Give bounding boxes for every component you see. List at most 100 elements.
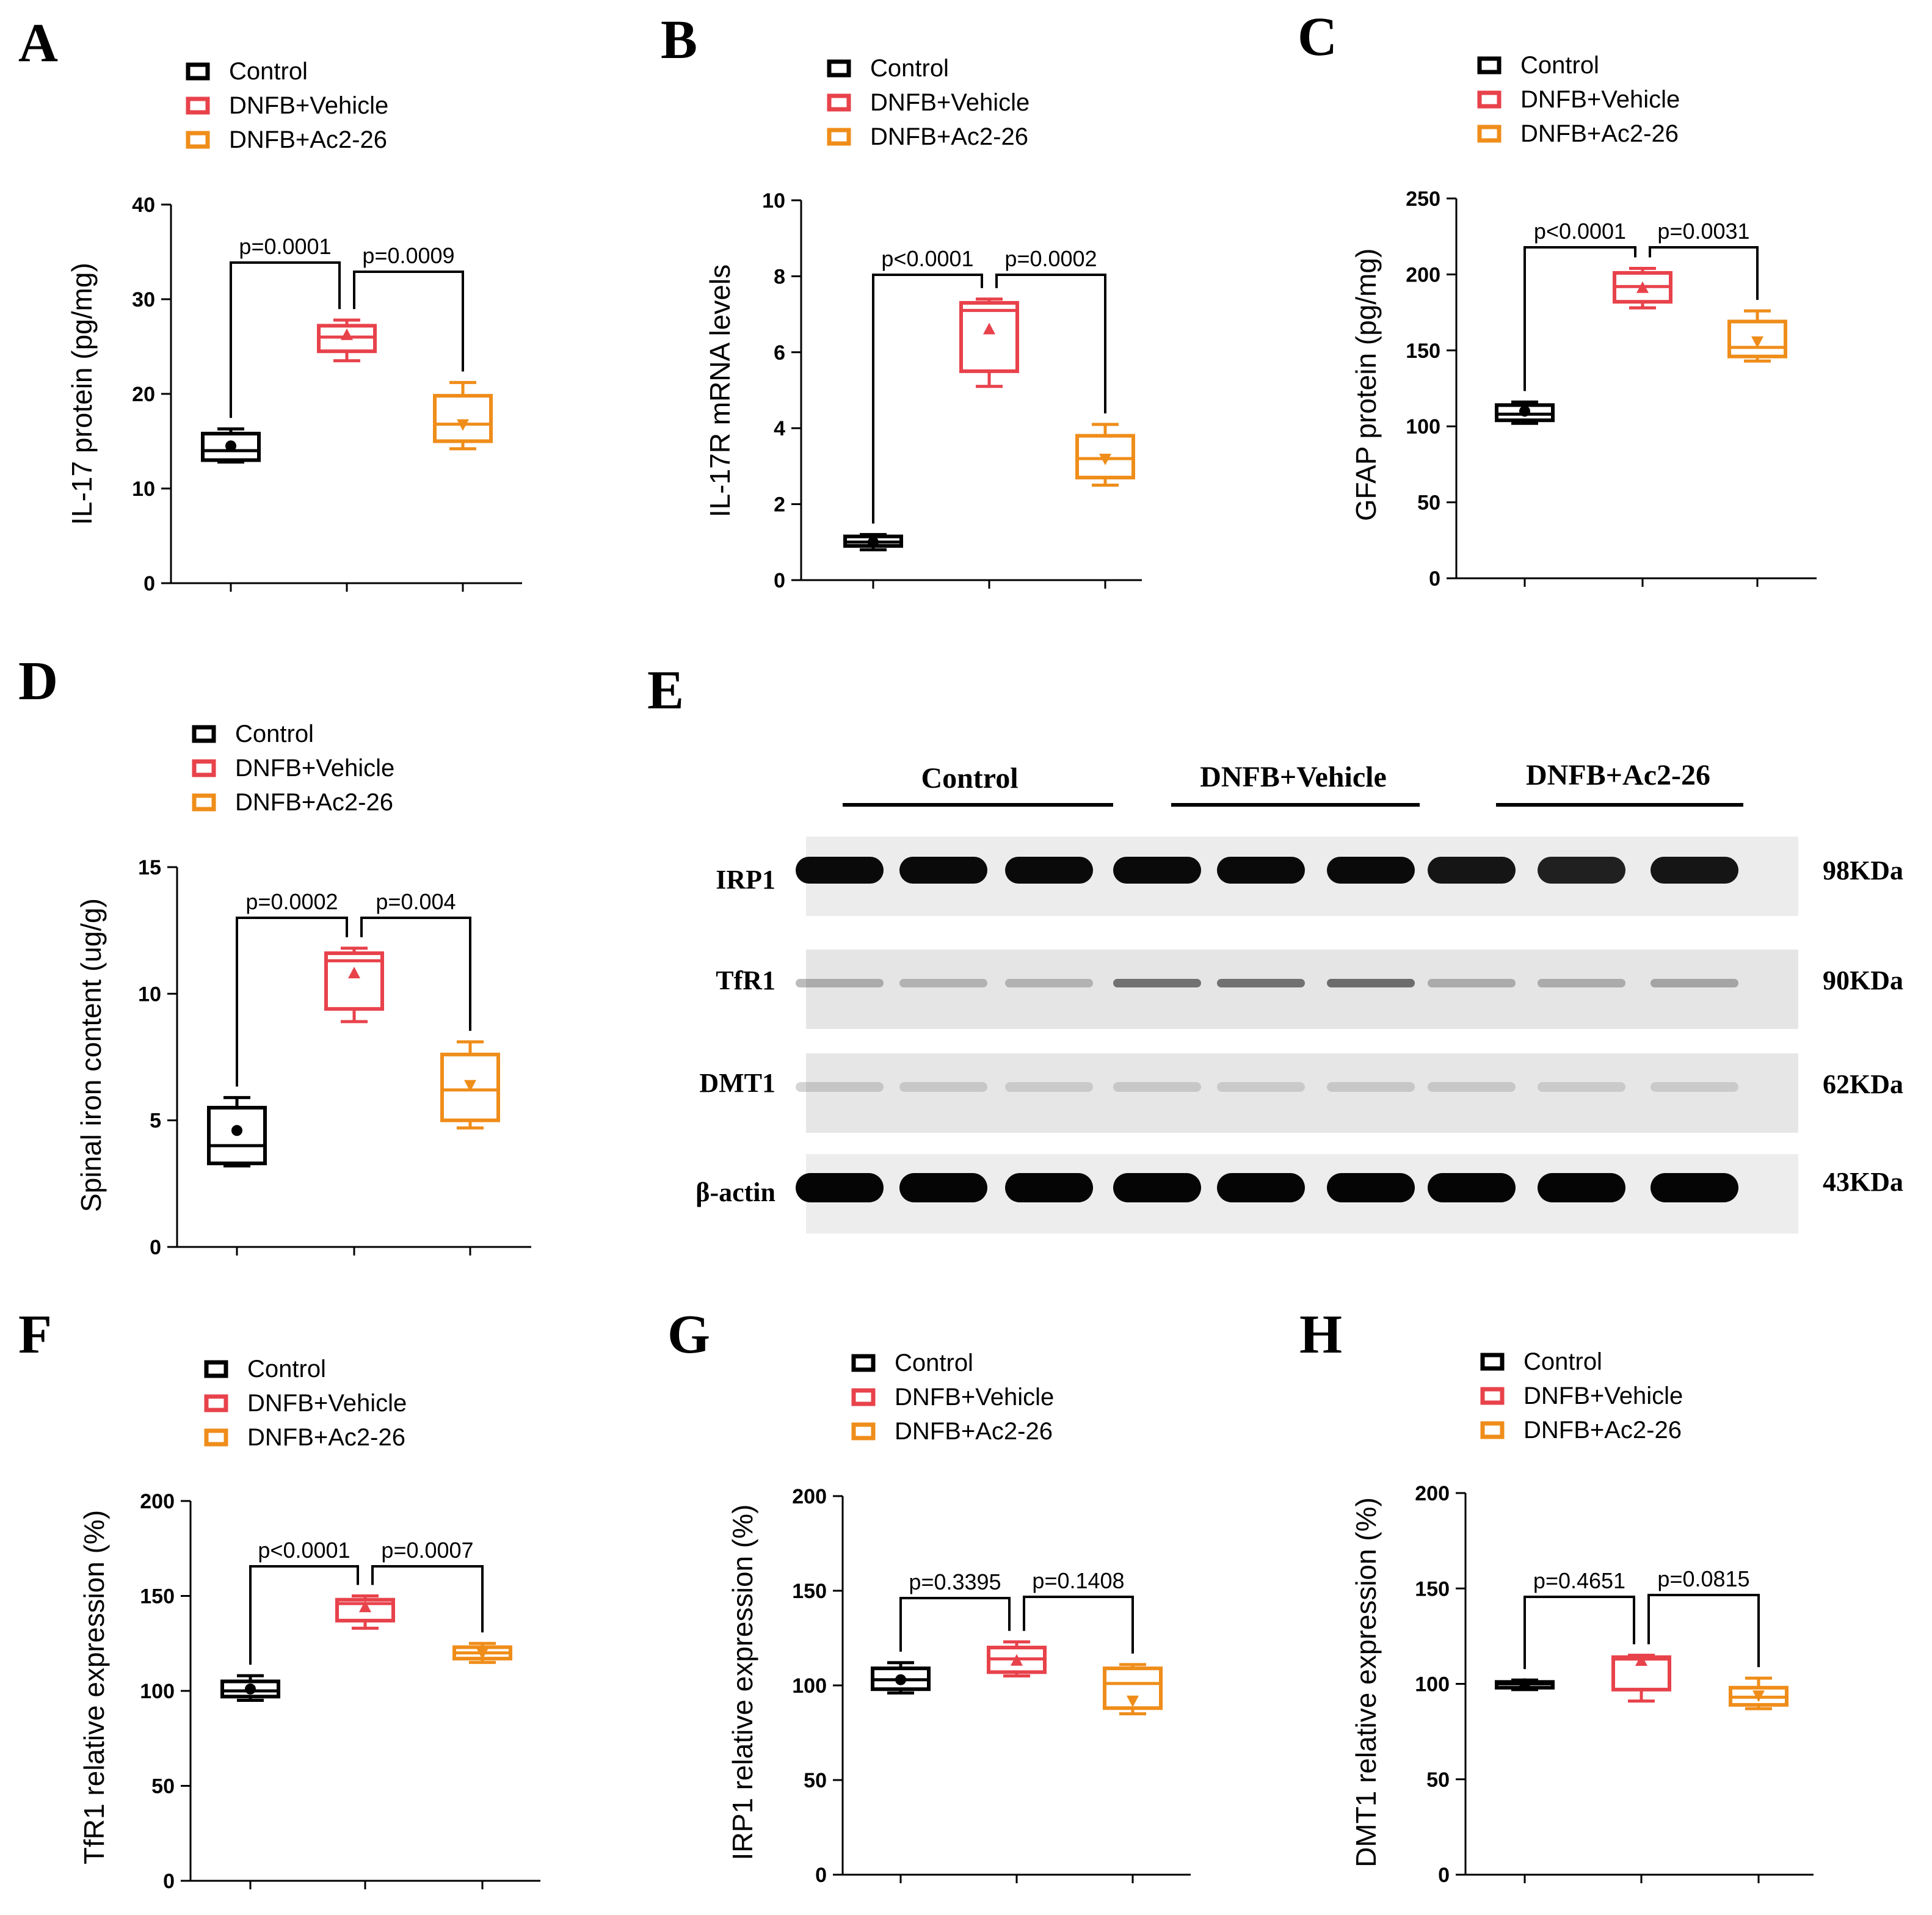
blot-band-8 [1651, 979, 1738, 987]
legend-swatch-0 [1480, 1353, 1505, 1371]
panel-letter: A [18, 13, 58, 73]
y-tick-label: 200 [792, 1485, 827, 1508]
legend: Control DNFB+Vehicle DNFB+Ac2-26 [1477, 52, 1680, 147]
legend-swatch-2 [851, 1422, 876, 1441]
legend-swatch-0 [827, 59, 851, 78]
box-1 [959, 297, 1019, 388]
blot-group-title-1: DNFB+Vehicle [1200, 761, 1387, 793]
p-value-label-1: p=0.004 [376, 889, 456, 914]
panel-letter: H [1299, 1304, 1342, 1365]
legend-swatch-0 [186, 62, 210, 81]
western-blot-panel: E Control DNFB+Vehicle DNFB+Ac2-26 IRP1 98KDa… [647, 660, 1903, 1234]
legend-swatch-1 [1477, 90, 1502, 109]
legend-swatch-2 [186, 131, 210, 149]
box-2 [1729, 1676, 1789, 1710]
p-value-label-0: p<0.0001 [881, 246, 973, 271]
y-tick-label: 150 [1406, 340, 1440, 363]
chart-panel-G: G Control DNFB+Vehicle DNFB+Ac2-26 0 50 100 150… [667, 1304, 1191, 1887]
box-2 [433, 380, 493, 451]
mean-marker [476, 1648, 488, 1660]
y-axis-label: DMT1 relative expression (%) [1350, 1497, 1382, 1867]
legend-label-0: Control [235, 721, 314, 747]
legend: Control DNFB+Vehicle DNFB+Ac2-26 [186, 58, 388, 153]
legend-label-2: DNFB+Ac2-26 [1520, 120, 1679, 147]
p-value-label-1: p=0.0009 [362, 243, 454, 268]
blot-band-0 [796, 857, 884, 884]
chart-panel-F: F Control DNFB+Vehicle DNFB+Ac2-26 0 50 100 150… [18, 1304, 540, 1893]
legend-swatch-0 [192, 725, 216, 743]
legend-swatch-2 [192, 793, 216, 812]
p-value-label-1: p=0.1408 [1032, 1568, 1124, 1593]
y-tick-label: 0 [1438, 1864, 1450, 1887]
y-tick-label: 20 [132, 383, 155, 406]
box-2 [452, 1641, 512, 1664]
blot-band-1 [899, 1173, 987, 1202]
blot-row-label: TfR1 [716, 965, 775, 995]
legend-label-2: DNFB+Ac2-26 [229, 126, 387, 153]
legend-swatch-1 [204, 1394, 228, 1412]
p-value-label-1: p=0.0002 [1004, 246, 1097, 271]
significance-bracket-0 [872, 274, 983, 524]
significance-bracket-0 [899, 1597, 1011, 1652]
legend-label-1: DNFB+Vehicle [247, 1390, 407, 1417]
y-tick-label: 0 [774, 569, 785, 592]
box-2 [1103, 1663, 1163, 1715]
box-1 [335, 1594, 395, 1630]
blot-band-7 [1538, 979, 1625, 987]
legend-label-2: DNFB+Ac2-26 [235, 789, 393, 816]
mean-marker [1635, 1654, 1647, 1666]
p-value-label-0: p<0.0001 [258, 1538, 350, 1563]
mean-marker [895, 1674, 906, 1685]
significance-bracket-1 [995, 274, 1106, 413]
y-axis-label: IL-17R mRNA levels [704, 264, 736, 517]
blot-band-6 [1428, 1173, 1516, 1202]
mean-marker [1751, 336, 1763, 348]
significance-bracket-0 [1523, 1596, 1635, 1670]
chart-panel-C: C Control DNFB+Vehicle DNFB+Ac2-26 0 50 100 150… [1298, 7, 1817, 590]
box-2 [1075, 423, 1135, 487]
p-value-label-1: p=0.0007 [381, 1538, 473, 1563]
box-0 [220, 1674, 280, 1702]
y-tick-label: 100 [792, 1674, 827, 1698]
blot-band-0 [796, 1082, 884, 1092]
significance-bracket-1 [371, 1565, 484, 1633]
legend-label-0: Control [895, 1350, 973, 1376]
significance-bracket-0 [230, 261, 341, 418]
y-tick-label: 15 [138, 856, 161, 879]
box-1 [1613, 266, 1672, 310]
blot-band-0 [796, 1173, 884, 1202]
blot-band-6 [1428, 1082, 1516, 1092]
blot-band-8 [1651, 857, 1738, 884]
legend: Control DNFB+Vehicle DNFB+Ac2-26 [827, 55, 1030, 150]
mean-marker [1519, 1678, 1530, 1690]
blot-band-8 [1651, 1173, 1738, 1202]
y-tick-label: 50 [804, 1769, 827, 1792]
y-tick-label: 10 [762, 189, 785, 213]
p-value-label-0: p<0.0001 [1534, 219, 1626, 244]
mean-marker [457, 419, 469, 431]
y-tick-label: 30 [132, 288, 155, 311]
blot-size-label: 98KDa [1823, 856, 1903, 885]
legend-swatch-1 [192, 759, 216, 777]
blot-band-2 [1005, 1173, 1093, 1202]
legend-swatch-1 [186, 96, 210, 115]
y-axis-label: IL-17 protein (pg/mg) [66, 263, 98, 525]
legend-label-0: Control [247, 1356, 326, 1383]
blot-band-7 [1538, 1173, 1625, 1202]
legend: Control DNFB+Vehicle DNFB+Ac2-26 [192, 721, 394, 816]
blot-band-2 [1005, 857, 1093, 884]
blot-band-4 [1217, 1082, 1305, 1092]
mean-marker [359, 1601, 371, 1613]
mean-marker [1636, 281, 1649, 293]
mean-marker [231, 1125, 242, 1136]
blot-band-4 [1217, 857, 1305, 884]
legend: Control DNFB+Vehicle DNFB+Ac2-26 [851, 1350, 1054, 1445]
y-tick-label: 50 [1426, 1768, 1450, 1792]
chart-panel-H: H Control DNFB+Vehicle DNFB+Ac2-26 0 50 100 150… [1299, 1304, 1814, 1887]
mean-marker [1099, 453, 1111, 465]
mean-marker [1752, 1690, 1765, 1702]
blot-band-4 [1217, 1173, 1305, 1202]
panel-letter: G [667, 1304, 710, 1365]
legend: Control DNFB+Vehicle DNFB+Ac2-26 [1480, 1348, 1683, 1444]
